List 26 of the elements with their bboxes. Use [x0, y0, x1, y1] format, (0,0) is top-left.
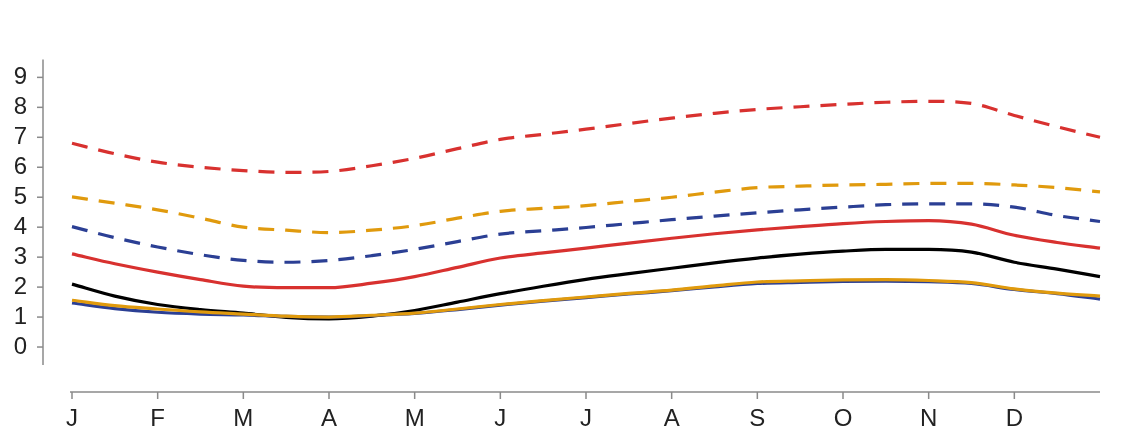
line-series — [70, 218, 1102, 290]
x-tick-label: F — [150, 404, 165, 431]
y-tick-label: 0 — [13, 331, 27, 359]
line-series — [70, 181, 1102, 235]
x-tick-label: O — [833, 404, 853, 431]
x-tick-label: D — [1005, 404, 1024, 431]
x-tick-label: N — [919, 404, 938, 431]
y-tick-label: 3 — [13, 241, 27, 269]
x-tick-label: A — [663, 404, 680, 431]
x-tick-label: J — [66, 404, 78, 431]
x-tick-label: A — [320, 404, 338, 431]
y-tick-label: 9 — [13, 62, 27, 89]
y-tick-label: 7 — [13, 121, 27, 149]
line-series — [70, 99, 1102, 174]
x-tick-label: M — [233, 404, 254, 431]
y-tick-label: 8 — [13, 91, 27, 119]
x-tick-label: J — [580, 404, 592, 431]
y-tick-label: 2 — [13, 271, 27, 299]
y-tick-label: 5 — [13, 181, 27, 209]
y-tick-label: 6 — [13, 151, 27, 179]
x-tick-label: J — [494, 404, 507, 431]
x-tick-label: M — [404, 404, 425, 431]
y-tick-label: 1 — [13, 301, 27, 329]
x-tick-label: S — [749, 404, 766, 431]
y-tick-label: 4 — [13, 211, 27, 239]
line-series — [70, 202, 1102, 264]
